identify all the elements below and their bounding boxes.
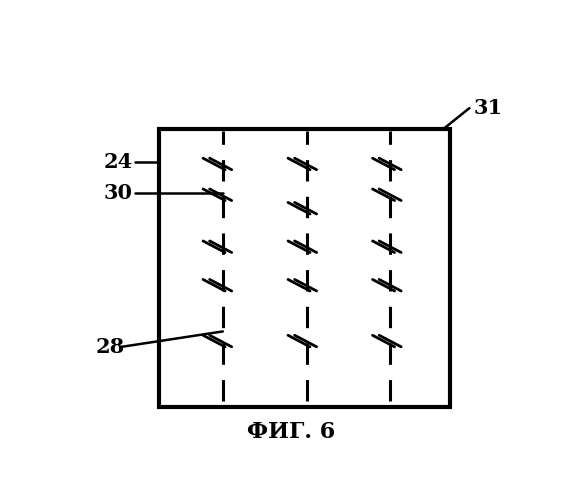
Text: ФИГ. 6: ФИГ. 6 [247, 420, 335, 442]
Text: 24: 24 [104, 152, 133, 172]
Text: 30: 30 [104, 183, 133, 203]
Bar [159, 130, 450, 406]
Text: 31: 31 [474, 98, 503, 118]
Text: 28: 28 [95, 337, 124, 357]
